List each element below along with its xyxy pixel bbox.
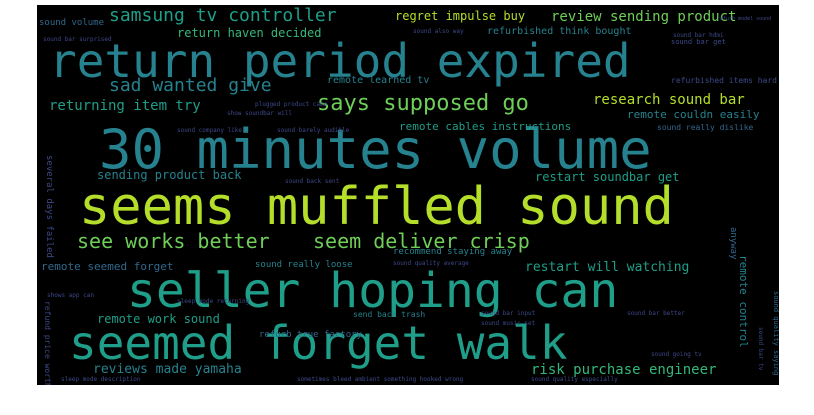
word: says supposed go <box>317 91 529 116</box>
word: sending product back <box>97 168 242 182</box>
word: several days failed <box>44 155 54 258</box>
word: reviews made yamaha <box>93 362 242 377</box>
word: sound bar input <box>481 310 536 317</box>
word: send back trash <box>353 310 426 319</box>
word: seem deliver crisp <box>313 229 530 253</box>
word: 30 minutes volume <box>99 118 652 181</box>
word: refund price worth <box>43 301 52 385</box>
word: sound quality especially <box>531 376 618 383</box>
word: review sending product <box>551 9 737 25</box>
word: sound company like <box>177 127 243 134</box>
word: samsung tv controller <box>109 5 337 26</box>
word: sound barely audible <box>277 127 350 134</box>
word: sound bar hdmi <box>673 32 724 39</box>
word: remote work sound <box>97 312 220 326</box>
word: sleep mode returning <box>177 298 250 305</box>
word: return period expired <box>49 34 631 88</box>
word: refurb model sound <box>717 16 772 22</box>
word: restart soundbar get <box>535 170 680 184</box>
word: recommend staying away <box>393 247 513 257</box>
word: research sound bar <box>593 92 745 108</box>
word: seemed forget walk <box>69 316 568 370</box>
word: remote control <box>737 255 750 348</box>
word: sound bar tv <box>757 327 764 371</box>
word: sleep mode description <box>61 376 141 383</box>
word: seems muffled sound <box>79 177 674 237</box>
word: sound quality saying <box>772 291 779 376</box>
word: return haven decided <box>177 26 322 40</box>
word: regret impulse buy <box>395 9 526 23</box>
word: seller hoping can <box>127 263 619 319</box>
word: sound going tv <box>651 351 702 358</box>
word: anyway <box>728 227 738 260</box>
word: sound bar get <box>671 38 726 46</box>
word: sound really loose <box>255 260 353 270</box>
word: plugged product came <box>255 101 328 108</box>
word: sound really dislike <box>657 123 754 132</box>
word: remote learned tv <box>327 75 430 86</box>
word: remote couldn easily <box>627 108 760 121</box>
word: sound bar surprised <box>43 36 112 43</box>
word: sometimes bleed ambient something hooked… <box>297 376 464 383</box>
word: refurbished think bought <box>487 26 632 37</box>
word: sound also way <box>413 28 464 35</box>
word-cloud: return period expired 30 minutes volume … <box>37 5 779 385</box>
word: sound quality average <box>393 260 469 267</box>
word: risk purchase engineer <box>531 362 717 378</box>
word: remote seemed forget <box>41 260 174 273</box>
word: sad wanted give <box>109 75 272 96</box>
word: shows app can <box>47 292 94 299</box>
word: restart will watching <box>525 260 690 275</box>
word: refurb true factory <box>259 330 362 340</box>
word: show soundbar will <box>227 110 293 117</box>
word: returning item try <box>49 98 201 114</box>
word: sound volume <box>39 18 105 28</box>
word: sound music set <box>481 320 536 327</box>
word: sound bar better <box>627 310 685 317</box>
word: see works better <box>77 229 270 253</box>
word: refurbished items hard <box>671 76 777 85</box>
word: sound back sent <box>285 178 340 185</box>
word: remote cables instructions <box>399 120 572 133</box>
